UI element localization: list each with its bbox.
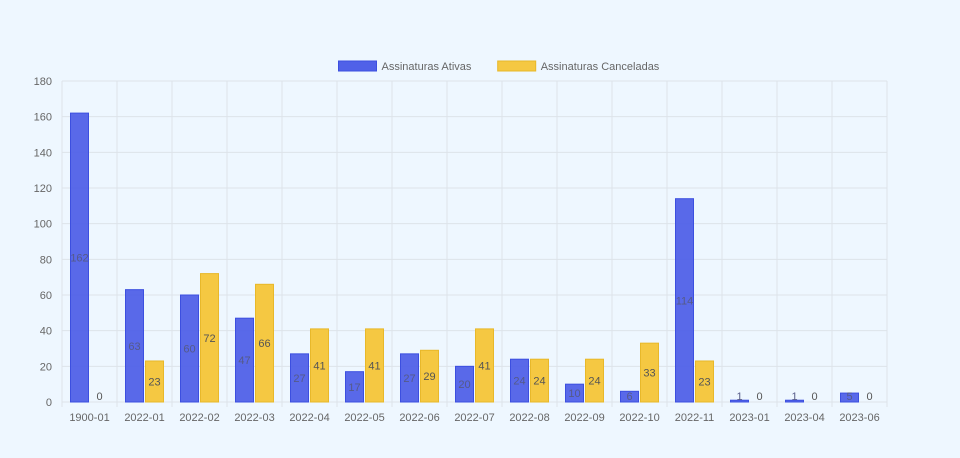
data-label-ativas: 6	[626, 391, 632, 403]
data-label-canceladas: 0	[866, 391, 872, 403]
bar-canceladas[interactable]	[530, 358, 549, 403]
x-tick-label: 2022-05	[344, 412, 384, 424]
bars	[70, 112, 859, 403]
x-tick-label: 2022-10	[619, 412, 659, 424]
bar-canceladas[interactable]	[255, 283, 274, 403]
bar-canceladas[interactable]	[695, 360, 714, 403]
data-label-ativas: 27	[403, 373, 415, 385]
data-label-canceladas: 24	[533, 376, 545, 388]
bar-ativas[interactable]	[785, 399, 804, 403]
bar-ativas[interactable]	[675, 198, 694, 403]
y-tick-label: 160	[34, 112, 52, 124]
data-label-canceladas: 41	[478, 360, 490, 372]
bar-ativas[interactable]	[620, 390, 639, 403]
data-label-canceladas: 29	[423, 371, 435, 383]
data-label-canceladas: 66	[258, 338, 270, 350]
data-label-ativas: 17	[348, 382, 360, 394]
data-label-ativas: 5	[846, 391, 852, 403]
data-label-ativas: 114	[676, 295, 694, 307]
grid	[61, 80, 888, 407]
y-tick-label: 60	[40, 290, 52, 302]
x-tick-label: 2023-04	[784, 412, 824, 424]
data-label-ativas: 60	[183, 344, 195, 356]
bar-ativas[interactable]	[345, 371, 364, 403]
data-label-ativas: 63	[128, 341, 140, 353]
x-tick-label: 1900-01	[69, 412, 109, 424]
x-tick-label: 2022-01	[124, 412, 164, 424]
bar-canceladas[interactable]	[310, 328, 329, 403]
data-label-canceladas: 23	[148, 376, 160, 388]
x-tick-label: 2022-09	[564, 412, 604, 424]
x-tick-label: 2022-06	[399, 412, 439, 424]
data-label-ativas: 10	[568, 388, 580, 400]
data-label-canceladas: 72	[203, 333, 215, 345]
data-label-canceladas: 0	[756, 391, 762, 403]
bar-canceladas[interactable]	[145, 360, 164, 403]
data-label-canceladas: 23	[698, 376, 710, 388]
y-tick-label: 180	[34, 76, 52, 88]
y-tick-label: 0	[46, 397, 52, 409]
bar-ativas[interactable]	[235, 317, 254, 403]
bar-ativas[interactable]	[455, 365, 474, 403]
data-label-canceladas: 41	[313, 360, 325, 372]
y-tick-label: 120	[34, 183, 52, 195]
data-label-canceladas: 0	[96, 391, 102, 403]
data-label-canceladas: 41	[368, 360, 380, 372]
legend-label-canceladas[interactable]: Assinaturas Canceladas	[541, 61, 660, 73]
y-tick-label: 140	[34, 147, 52, 159]
bar-ativas[interactable]	[290, 353, 309, 403]
x-tick-label: 2022-07	[454, 412, 494, 424]
data-label-ativas: 1	[791, 391, 797, 403]
x-tick-label: 2022-03	[234, 412, 274, 424]
data-label-canceladas: 33	[643, 368, 655, 380]
legend: Assinaturas Ativas Assinaturas Canceladas	[338, 60, 660, 73]
legend-swatch-canceladas[interactable]	[497, 60, 537, 72]
x-tick-label: 2022-04	[289, 412, 329, 424]
bar-canceladas[interactable]	[200, 273, 219, 403]
bar-ativas[interactable]	[840, 392, 859, 403]
bar-ativas[interactable]	[70, 112, 89, 403]
bar-ativas[interactable]	[400, 353, 419, 403]
bar-canceladas[interactable]	[585, 358, 604, 403]
x-tick-label: 2022-02	[179, 412, 219, 424]
bar-ativas[interactable]	[565, 383, 584, 403]
data-label-ativas: 1	[736, 391, 742, 403]
x-tick-label: 2022-11	[675, 412, 715, 424]
legend-swatch-ativas[interactable]	[338, 60, 377, 72]
data-label-ativas: 27	[293, 373, 305, 385]
bar-canceladas[interactable]	[640, 342, 659, 403]
bar-ativas[interactable]	[730, 399, 749, 403]
x-tick-label: 2023-06	[839, 412, 879, 424]
x-tick-label: 2022-08	[509, 412, 549, 424]
bar-canceladas[interactable]	[365, 328, 384, 403]
data-label-ativas: 47	[238, 355, 250, 367]
data-label-canceladas: 0	[811, 391, 817, 403]
data-label-ativas: 162	[70, 253, 88, 265]
y-tick-label: 20	[40, 361, 52, 373]
y-tick-label: 40	[40, 326, 52, 338]
legend-label-ativas[interactable]: Assinaturas Ativas	[382, 61, 472, 73]
data-label-canceladas: 24	[588, 376, 600, 388]
data-label-ativas: 20	[458, 379, 470, 391]
bar-canceladas[interactable]	[475, 328, 494, 403]
bar-ativas[interactable]	[510, 358, 529, 403]
bar-ativas[interactable]	[125, 289, 144, 403]
y-tick-label: 100	[34, 219, 52, 231]
x-tick-label: 2023-01	[729, 412, 769, 424]
bar-ativas[interactable]	[180, 294, 199, 403]
y-tick-label: 80	[40, 254, 52, 266]
data-label-ativas: 24	[513, 376, 525, 388]
bar-canceladas[interactable]	[420, 349, 439, 403]
